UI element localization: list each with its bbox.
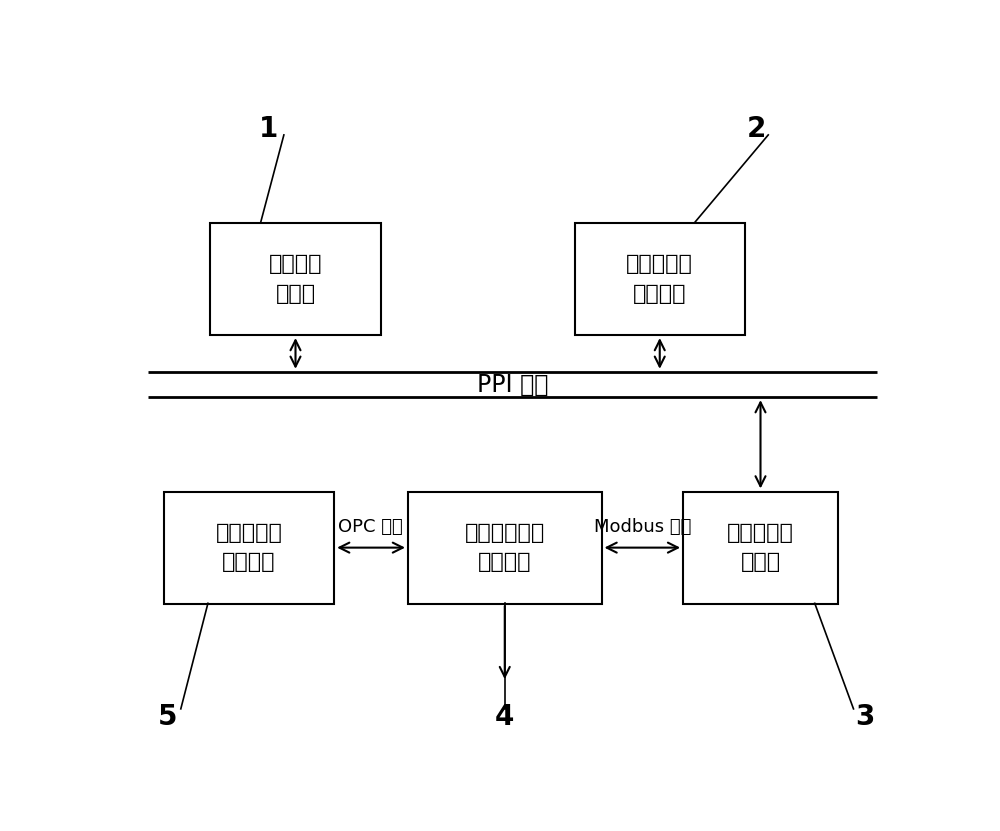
Text: 4: 4 <box>495 703 514 731</box>
Text: 主机模拟
试验台: 主机模拟 试验台 <box>269 254 322 303</box>
Bar <box>408 492 602 603</box>
Text: Modbus 通信: Modbus 通信 <box>594 518 691 536</box>
Text: 主机转速综合
控制系统: 主机转速综合 控制系统 <box>465 523 545 573</box>
Text: 2: 2 <box>747 115 766 142</box>
Bar <box>683 492 838 603</box>
Text: 右主机操纵
控制台: 右主机操纵 控制台 <box>727 523 794 573</box>
Text: 左主机仿真
控制系统: 左主机仿真 控制系统 <box>216 523 282 573</box>
Bar <box>210 223 381 335</box>
Text: 5: 5 <box>158 703 177 731</box>
Bar <box>164 492 334 603</box>
Text: OPC 通信: OPC 通信 <box>338 518 402 536</box>
Text: 主机监控与
报警系统: 主机监控与 报警系统 <box>626 254 693 303</box>
Text: PPI 通信: PPI 通信 <box>477 372 548 396</box>
Bar <box>574 223 745 335</box>
Text: 3: 3 <box>855 703 875 731</box>
Text: 1: 1 <box>259 115 278 142</box>
